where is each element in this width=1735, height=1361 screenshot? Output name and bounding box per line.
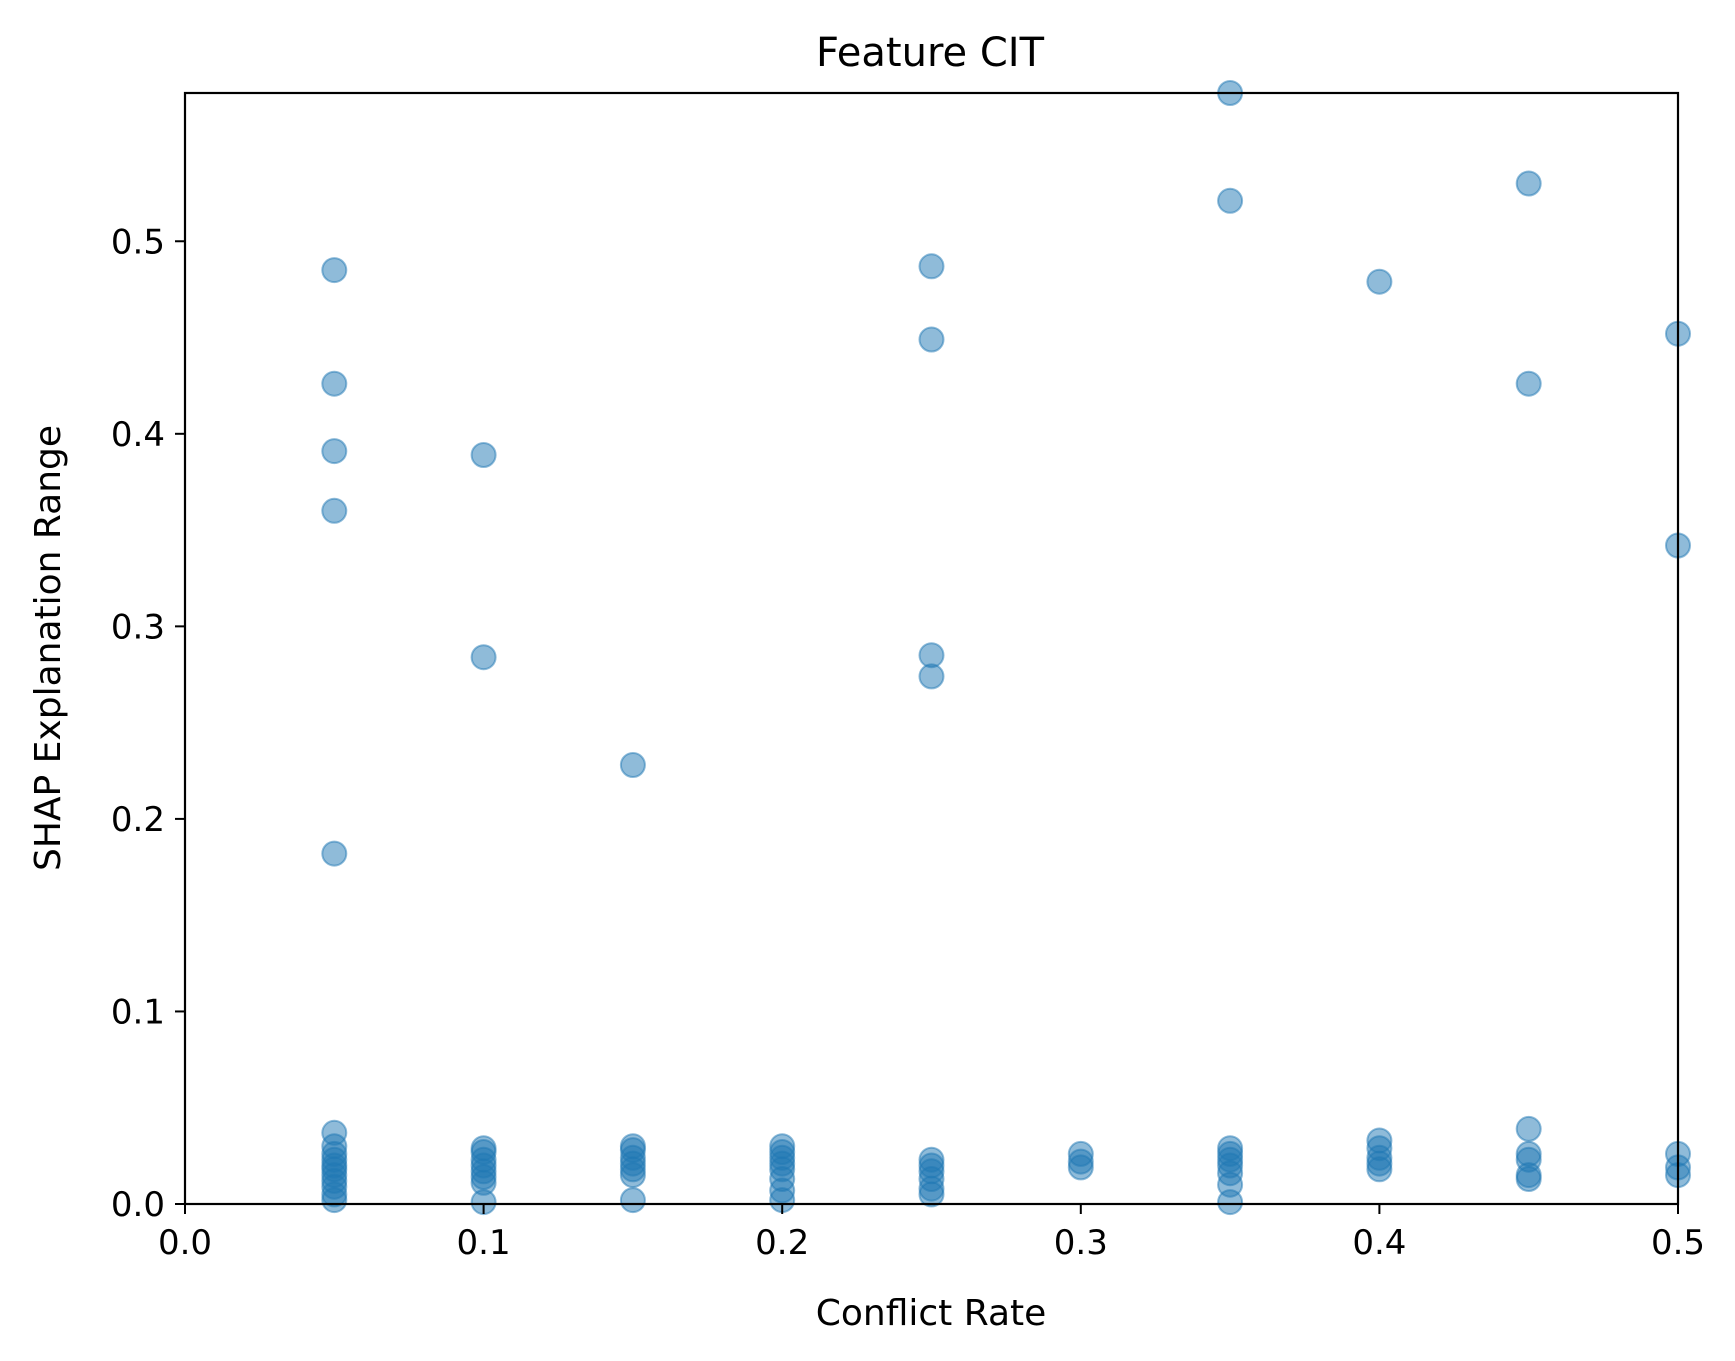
data-point-1 — [321, 370, 348, 397]
x-tick-label: 0.0 — [158, 1223, 212, 1263]
x-axis-ticks: 0.0 0.1 0.2 0.3 0.4 0.5 — [158, 1204, 1705, 1263]
data-point-45 — [918, 663, 945, 690]
data-point-64 — [1366, 268, 1393, 295]
data-point-72 — [1515, 1115, 1542, 1142]
plot-frame — [183, 91, 1680, 1206]
data-point-2 — [321, 438, 348, 465]
x-axis-label: Conflict Rate — [816, 1293, 1047, 1334]
data-point-63 — [1217, 1189, 1244, 1216]
data-point-76 — [1515, 1166, 1542, 1192]
y-axis-label: SHAP Explanation Range — [28, 425, 69, 871]
x-tick-label: 0.1 — [457, 1223, 511, 1263]
y-tick-label: 0.3 — [111, 607, 165, 647]
y-tick-label: 0.5 — [111, 222, 165, 262]
data-point-15 — [321, 1187, 348, 1214]
data-point-43 — [918, 326, 945, 353]
chart-title: Feature CIT — [816, 30, 1045, 76]
data-point-32 — [619, 1162, 646, 1189]
data-point-3 — [321, 497, 348, 524]
data-point-54 — [1067, 1154, 1094, 1181]
data-point-69 — [1366, 1156, 1393, 1183]
y-tick-label: 0.4 — [111, 415, 165, 455]
x-tick-label: 0.4 — [1352, 1223, 1406, 1263]
data-points — [321, 80, 1691, 1216]
data-point-4 — [321, 840, 348, 867]
data-point-42 — [918, 253, 945, 280]
data-point-33 — [619, 1187, 646, 1214]
data-point-70 — [1515, 170, 1542, 197]
data-point-56 — [1217, 187, 1244, 214]
y-axis-ticks: 0.0 0.1 0.2 0.3 0.4 0.5 — [111, 222, 185, 1225]
y-tick-label: 0.1 — [111, 992, 165, 1032]
y-tick-label: 0.2 — [111, 800, 165, 840]
x-tick-label: 0.2 — [755, 1223, 809, 1263]
data-point-51 — [918, 1181, 945, 1208]
x-tick-label: 0.3 — [1054, 1223, 1108, 1263]
data-point-71 — [1515, 370, 1542, 397]
data-point-16 — [470, 442, 497, 468]
data-point-25 — [470, 1189, 497, 1216]
data-point-0 — [321, 257, 348, 284]
data-point-17 — [470, 644, 497, 671]
data-point-26 — [619, 752, 646, 778]
y-tick-label: 0.0 — [111, 1185, 165, 1225]
x-tick-label: 0.5 — [1651, 1223, 1705, 1263]
